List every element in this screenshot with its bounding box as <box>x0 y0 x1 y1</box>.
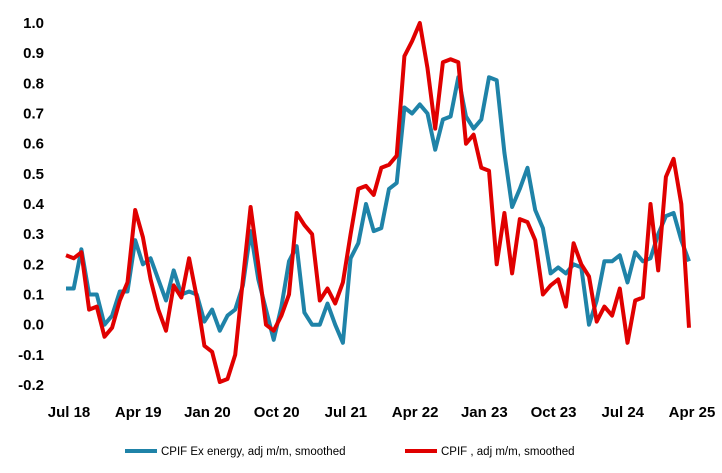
legend: CPIF Ex energy, adj m/m, smoothed CPIF , … <box>125 446 575 458</box>
chart-series <box>65 21 691 384</box>
y-tick-label: 0.8 <box>23 75 44 92</box>
y-tick-label: 0.6 <box>23 136 44 153</box>
y-tick-label: 0.7 <box>23 106 44 123</box>
x-axis: Jul 18 Apr 19 Jan 20 Oct 20 Jul 21 Apr 22 Jan … <box>48 404 716 421</box>
legend-label-1: CPIF Ex energy, adj m/m, smoothed <box>161 446 346 458</box>
y-tick-label: 0.4 <box>23 196 45 213</box>
y-tick-label: 0.5 <box>23 166 44 183</box>
y-tick-label: 1.0 <box>23 15 44 32</box>
y-axis: 1.0 0.9 0.8 0.7 0.6 0.5 0.4 0.3 0.2 0.1 0.0 -0.1 -0.… <box>18 15 45 394</box>
y-tick-label: 0.1 <box>23 287 44 304</box>
x-tick-label: Jan 23 <box>461 404 508 421</box>
y-tick-label: 0.9 <box>23 45 44 62</box>
x-tick-label: Apr 19 <box>115 404 162 421</box>
x-tick-label: Jul 24 <box>602 404 645 421</box>
y-tick-label: 0.2 <box>23 256 44 273</box>
x-tick-label: Apr 22 <box>392 404 439 421</box>
series-line-2 <box>65 21 691 384</box>
series-line-1 <box>66 75 691 345</box>
x-tick-label: Oct 23 <box>531 404 577 421</box>
y-tick-label: -0.2 <box>18 377 44 394</box>
y-tick-label: 0.3 <box>23 226 44 243</box>
x-tick-label: Jan 20 <box>184 404 231 421</box>
y-tick-label: 0.0 <box>23 317 44 334</box>
x-tick-label: Apr 25 <box>669 404 716 421</box>
legend-label-2: CPIF , adj m/m, smoothed <box>441 446 575 458</box>
y-tick-label: -0.1 <box>18 347 44 364</box>
x-tick-label: Jul 21 <box>325 404 368 421</box>
x-tick-label: Jul 18 <box>48 404 91 421</box>
x-tick-label: Oct 20 <box>254 404 300 421</box>
